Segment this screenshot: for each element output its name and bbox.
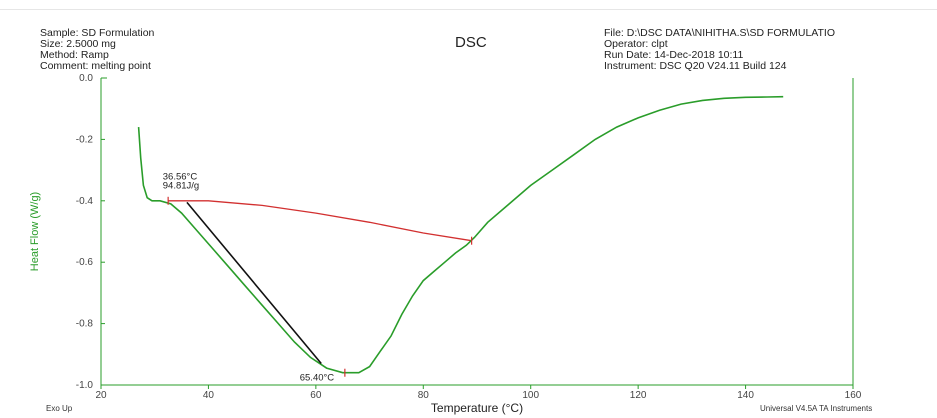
sample-info: Sample: SD Formulation Size: 2.5000 mg M… [40, 28, 154, 72]
x-tick-label: 100 [522, 390, 539, 401]
y-tick-label: -0.2 [76, 134, 94, 145]
instrument-line: Instrument: DSC Q20 V24.11 Build 124 [604, 60, 787, 72]
y-tick-label: 0.0 [79, 73, 93, 84]
y-tick-label: -1.0 [76, 380, 94, 391]
x-tick-label: 60 [310, 390, 322, 401]
operator-line: Operator: clpt [604, 38, 668, 50]
onset-tangent-line [186, 201, 322, 365]
x-tick-label: 160 [845, 390, 862, 401]
run-date-line: Run Date: 14-Dec-2018 10:11 [604, 49, 744, 61]
annotation-label: 65.40°C [300, 372, 335, 383]
run-info: File: D:\DSC DATA\NIHITHA.S\SD FORMULATI… [604, 28, 835, 72]
x-tick-label: 40 [203, 390, 215, 401]
annotation-label: 36.56°C [163, 171, 198, 182]
top-divider [0, 9, 937, 10]
x-axis-label: Temperature (°C) [431, 401, 523, 415]
sample-line: Sample: SD Formulation [40, 27, 155, 39]
x-tick-label: 120 [630, 390, 647, 401]
x-tick-label: 140 [737, 390, 754, 401]
x-tick-label: 80 [418, 390, 430, 401]
x-tick-label: 20 [95, 390, 107, 401]
size-line: Size: 2.5000 mg [40, 38, 116, 50]
y-axis-label: Heat Flow (W/g) [29, 192, 41, 271]
annotation-label: 94.81J/g [163, 181, 199, 192]
y-tick-label: -0.6 [76, 257, 94, 268]
file-line: File: D:\DSC DATA\NIHITHA.S\SD FORMULATI… [604, 27, 836, 39]
integration-baseline [168, 200, 472, 242]
chart-title: DSC [455, 34, 487, 51]
y-tick-label: -0.4 [76, 196, 94, 207]
software-credit: Universal V4.5A TA Instruments [760, 404, 873, 413]
exo-up-note: Exo Up [46, 404, 73, 413]
method-line: Method: Ramp [40, 49, 109, 61]
y-tick-label: -0.8 [76, 319, 94, 330]
comment-line: Comment: melting point [40, 60, 151, 72]
heat-flow-curve [137, 95, 784, 374]
